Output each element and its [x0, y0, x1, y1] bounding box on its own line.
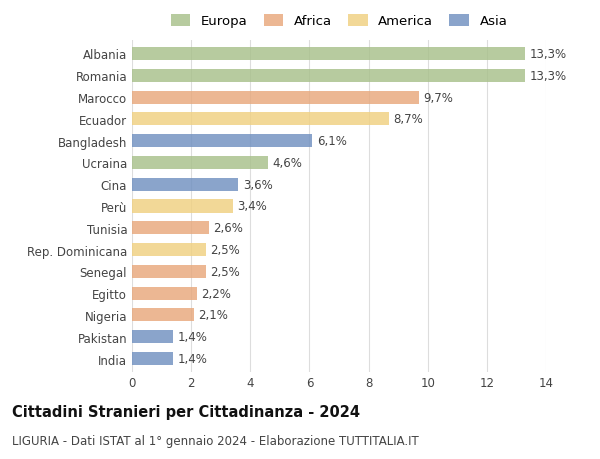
- Bar: [132, 157, 268, 169]
- Text: 2,2%: 2,2%: [202, 287, 232, 300]
- Bar: [132, 200, 233, 213]
- Bar: [132, 244, 206, 257]
- Bar: [132, 113, 389, 126]
- Text: 8,7%: 8,7%: [394, 113, 424, 126]
- Bar: [132, 135, 313, 148]
- Text: 2,1%: 2,1%: [199, 309, 229, 322]
- Text: 4,6%: 4,6%: [272, 157, 302, 169]
- Text: 13,3%: 13,3%: [530, 70, 567, 83]
- Legend: Europa, Africa, America, Asia: Europa, Africa, America, Asia: [170, 15, 508, 28]
- Text: 3,6%: 3,6%: [243, 179, 272, 191]
- Text: 2,6%: 2,6%: [214, 222, 243, 235]
- Bar: [132, 265, 206, 278]
- Text: 3,4%: 3,4%: [237, 200, 267, 213]
- Bar: [132, 70, 526, 83]
- Bar: [132, 222, 209, 235]
- Text: 6,1%: 6,1%: [317, 135, 347, 148]
- Bar: [132, 352, 173, 365]
- Text: 1,4%: 1,4%: [178, 330, 208, 343]
- Text: Cittadini Stranieri per Cittadinanza - 2024: Cittadini Stranieri per Cittadinanza - 2…: [12, 404, 360, 419]
- Bar: [132, 309, 194, 322]
- Text: LIGURIA - Dati ISTAT al 1° gennaio 2024 - Elaborazione TUTTITALIA.IT: LIGURIA - Dati ISTAT al 1° gennaio 2024 …: [12, 434, 419, 447]
- Text: 13,3%: 13,3%: [530, 48, 567, 61]
- Bar: [132, 287, 197, 300]
- Bar: [132, 178, 238, 191]
- Text: 2,5%: 2,5%: [211, 265, 240, 278]
- Bar: [132, 91, 419, 104]
- Text: 9,7%: 9,7%: [423, 91, 453, 104]
- Bar: [132, 48, 526, 61]
- Bar: [132, 330, 173, 343]
- Text: 1,4%: 1,4%: [178, 352, 208, 365]
- Text: 2,5%: 2,5%: [211, 244, 240, 257]
